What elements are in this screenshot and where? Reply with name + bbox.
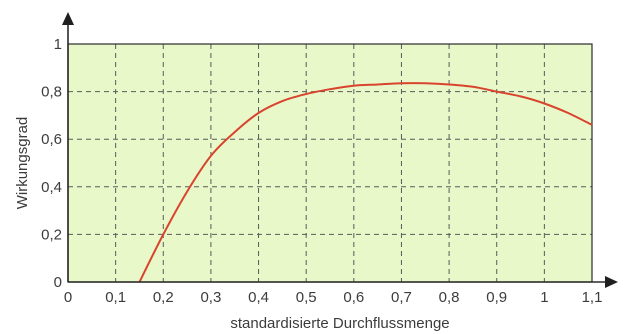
x-tick-labels: 0 0,1 0,2 0,3 0,4 0,5 0,6 0,7 0,8 0,9 1 1,1 (64, 289, 603, 306)
x-axis-arrow (605, 276, 618, 288)
y-tick-label: 0,4 (41, 179, 62, 196)
x-tick-label: 0 (64, 289, 72, 306)
x-tick-label: 1 (540, 289, 548, 306)
axes (62, 12, 618, 288)
x-tick-label: 0,6 (343, 289, 364, 306)
x-tick-label: 0,4 (248, 289, 269, 306)
x-tick-label: 0,8 (439, 289, 460, 306)
plot-background (68, 44, 592, 282)
y-tick-label: 0,8 (41, 84, 62, 101)
x-tick-label: 0,2 (153, 289, 174, 306)
y-tick-label: 0,2 (41, 226, 62, 243)
x-tick-label: 0,3 (200, 289, 221, 306)
y-tick-label: 1 (54, 36, 62, 53)
x-tick-label: 0,9 (486, 289, 507, 306)
y-tick-label: 0 (54, 274, 62, 291)
efficiency-curve (138, 82, 593, 283)
y-tick-labels: 0 0,2 0,4 0,6 0,8 1 (41, 36, 62, 291)
x-axis-label: standardisierte Durchflussmenge (230, 315, 449, 332)
y-axis-arrow (62, 12, 74, 25)
y-tick-label: 0,6 (41, 131, 62, 148)
x-tick-label: 0,7 (391, 289, 412, 306)
x-tick-label: 1,1 (582, 289, 603, 306)
x-tick-label: 0,5 (296, 289, 317, 306)
y-axis-label: Wirkungsgrad (14, 117, 31, 210)
x-tick-label: 0,1 (105, 289, 126, 306)
